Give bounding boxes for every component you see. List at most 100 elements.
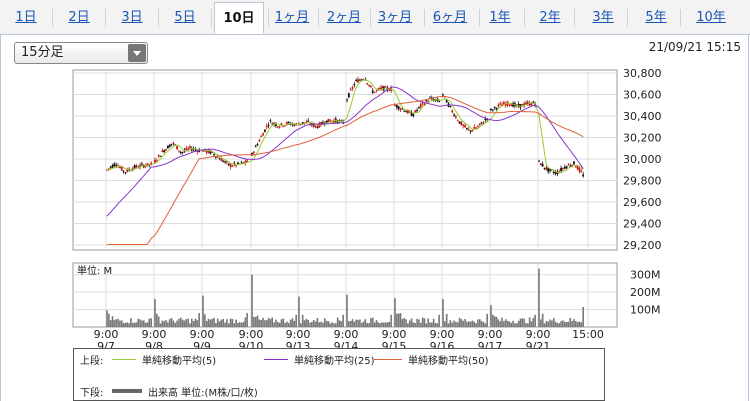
chevron-down-icon[interactable]: [128, 44, 146, 62]
volume-bar: [196, 320, 199, 327]
volume-bar: [156, 313, 158, 327]
candle-body: [449, 106, 452, 108]
volume-bar: [260, 320, 262, 327]
price-tick-label: 30,600: [623, 89, 662, 102]
candle-body: [349, 89, 352, 91]
candle-body: [107, 168, 110, 170]
candle-body: [425, 100, 428, 102]
volume-bar: [122, 323, 125, 327]
volume-bar: [495, 316, 498, 327]
volume-bar: [493, 316, 496, 327]
x-date-label: 9/9: [193, 340, 211, 350]
candle-body: [172, 142, 175, 144]
volume-bar: [375, 320, 378, 327]
volume-bar: [359, 319, 361, 327]
candle-body: [408, 111, 411, 113]
volume-bar: [340, 321, 343, 327]
volume-bar: [300, 323, 302, 327]
volume-bar: [460, 319, 463, 327]
period-tab[interactable]: 1日: [15, 10, 37, 25]
period-tab[interactable]: 5日: [174, 10, 196, 25]
candle-body: [336, 120, 339, 124]
volume-bar: [314, 321, 317, 327]
candle-body: [371, 90, 374, 93]
volume-bar: [525, 322, 527, 327]
candle-body: [368, 84, 370, 86]
tab-separator: [370, 9, 371, 27]
period-tab[interactable]: 5年: [645, 10, 667, 25]
interval-select[interactable]: 15分足: [14, 42, 148, 64]
candle-body: [360, 79, 363, 81]
candle-body: [213, 154, 215, 156]
price-tick-label: 29,400: [623, 218, 662, 231]
candle-body: [322, 122, 324, 124]
period-tab[interactable]: 1ヶ月: [274, 10, 310, 25]
volume-bar: [412, 322, 415, 327]
x-time-label: 9:00: [142, 328, 167, 341]
volume-bar: [239, 322, 241, 327]
period-tab[interactable]: 2ヶ月: [326, 10, 362, 25]
volume-bar: [289, 319, 292, 327]
period-tab[interactable]: 3年: [592, 10, 614, 25]
volume-bar: [227, 323, 230, 327]
volume-bar: [301, 314, 304, 327]
period-tab[interactable]: 6ヶ月: [432, 10, 468, 25]
volume-bar: [327, 321, 330, 327]
volume-bar: [342, 314, 344, 327]
volume-bar: [246, 313, 248, 327]
volume-bar: [551, 320, 553, 327]
period-tab[interactable]: 10年: [696, 10, 726, 25]
volume-bar: [384, 322, 387, 327]
candle-body: [471, 130, 474, 132]
volume-bar: [205, 320, 208, 327]
candle-body: [373, 91, 376, 93]
volume-bar: [418, 319, 420, 327]
candle-body: [150, 162, 153, 165]
volume-bar: [256, 315, 259, 327]
candle-body: [305, 121, 308, 123]
candle-body: [355, 79, 358, 81]
candle-body: [395, 105, 398, 108]
x-time-label: 9:00: [239, 328, 264, 341]
period-tab[interactable]: 10日: [214, 2, 264, 34]
candle-body: [161, 150, 164, 153]
period-tab[interactable]: 3ヶ月: [377, 10, 413, 25]
candle-body: [115, 165, 118, 167]
candle-body: [346, 99, 348, 101]
candle-body: [275, 124, 277, 126]
volume-bar: [133, 322, 136, 327]
candle-body: [216, 156, 219, 158]
candle-body: [154, 159, 156, 163]
volume-bar: [253, 316, 255, 327]
volume-bar: [388, 321, 391, 327]
volume-bar: [530, 321, 533, 327]
volume-bar: [479, 319, 481, 327]
price-volume-chart: 30,800 30,600 30,400 30,200 30,000 29,800 29,6…: [72, 67, 662, 350]
volume-bar: [408, 320, 411, 327]
period-tab[interactable]: 3日: [121, 10, 143, 25]
candle-body: [574, 166, 577, 168]
candle-body: [384, 86, 387, 88]
volume-bar: [323, 318, 326, 327]
candle-body: [122, 170, 125, 172]
volume-bar: [449, 319, 452, 327]
volume-bar: [276, 321, 279, 327]
candle-body: [419, 104, 422, 108]
period-tab[interactable]: 2年: [539, 10, 561, 25]
volume-bar: [235, 319, 237, 327]
volume-bar: [329, 323, 332, 327]
volume-bar: [192, 321, 195, 327]
volume-bar: [438, 314, 440, 327]
volume-bar: [492, 314, 494, 327]
candle-body: [456, 120, 459, 122]
volume-bar: [106, 310, 108, 327]
volume-bar: [423, 318, 426, 327]
volume-bar: [237, 322, 239, 327]
candle-body: [530, 103, 533, 106]
period-tab[interactable]: 2日: [68, 10, 90, 25]
candle-body: [580, 171, 583, 173]
candle-body: [287, 122, 290, 124]
volume-bar: [357, 319, 359, 327]
period-tab[interactable]: 1年: [489, 10, 511, 25]
volume-bar: [189, 323, 191, 327]
